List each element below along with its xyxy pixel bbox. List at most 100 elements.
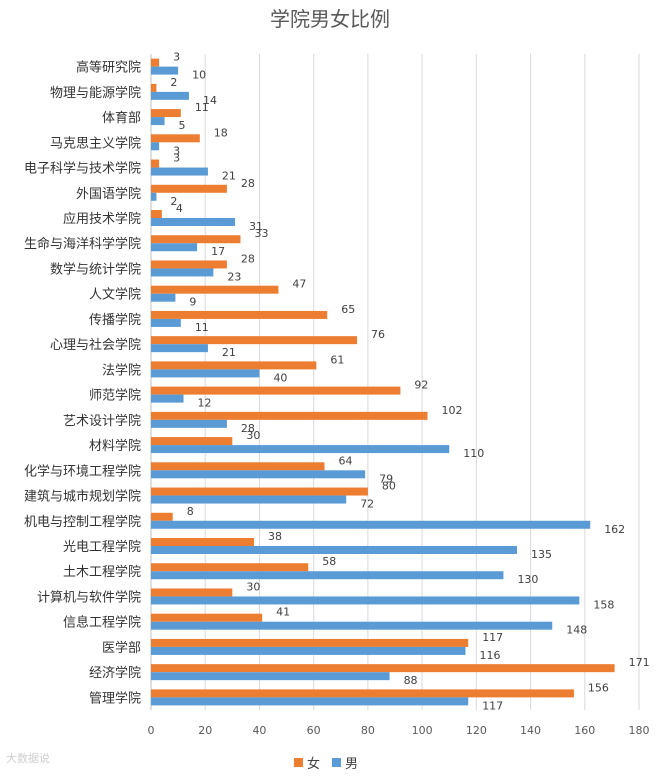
value-label-female: 28	[241, 177, 255, 190]
x-tick-label: 180	[629, 724, 650, 737]
value-label-male: 21	[222, 346, 236, 359]
bar-female	[151, 310, 328, 319]
bar-male	[151, 167, 208, 176]
bar-female	[151, 638, 469, 647]
bar-female	[151, 512, 173, 521]
x-tick-label: 100	[412, 724, 433, 737]
bar-female	[151, 689, 574, 698]
bar-male	[151, 293, 176, 302]
category-label: 心理与社会学院	[50, 337, 141, 353]
legend-label: 男	[345, 757, 358, 772]
legend: 女男	[294, 756, 358, 772]
x-tick-label: 0	[148, 724, 155, 737]
value-label-male: 158	[593, 598, 614, 611]
category-label: 建筑与城市规划学院	[24, 489, 141, 505]
value-label-female: 33	[254, 227, 268, 240]
bar-male	[151, 142, 160, 151]
category-label: 化学与环境工程学院	[24, 463, 141, 479]
bar-female	[151, 159, 160, 168]
bar-female	[151, 336, 358, 345]
value-label-male: 5	[179, 119, 186, 132]
bar-female	[151, 487, 368, 496]
value-label-female: 117	[482, 631, 503, 644]
bar-female	[151, 210, 162, 218]
bar-female	[151, 437, 233, 446]
legend-swatch	[332, 758, 341, 767]
bar-male	[151, 445, 450, 454]
value-label-male: 17	[211, 245, 225, 258]
bar-male	[151, 243, 198, 252]
value-label-male: 23	[227, 270, 241, 283]
bar-female	[151, 664, 615, 673]
value-label-female: 47	[292, 278, 306, 291]
category-label: 生命与海洋科学学院	[24, 236, 141, 252]
category-label: 材料学院	[89, 438, 141, 454]
bar-male	[151, 672, 390, 681]
category-label: 土木工程学院	[63, 564, 141, 580]
category-label: 信息工程学院	[63, 615, 141, 631]
value-label-male: 11	[195, 321, 209, 334]
value-label-female: 3	[173, 152, 180, 165]
category-label: 外国语学院	[76, 186, 141, 202]
bar-male	[151, 268, 214, 277]
bar-male	[151, 571, 504, 580]
category-label: 经济学院	[89, 665, 141, 681]
value-label-female: 64	[339, 454, 353, 467]
category-label: 法学院	[102, 362, 141, 378]
x-tick-label: 140	[520, 724, 541, 737]
value-label-male: 3	[173, 144, 180, 157]
chart-title: 学院男女比例	[270, 7, 390, 31]
x-tick-label: 40	[252, 724, 266, 737]
bar-female	[151, 285, 279, 294]
value-label-female: 58	[322, 555, 336, 568]
bar-male	[151, 91, 189, 100]
value-label-female: 61	[330, 353, 344, 366]
value-label-female: 28	[241, 252, 255, 265]
category-label: 数学与统计学院	[50, 261, 141, 277]
x-tick-label: 80	[361, 724, 375, 737]
bar-female	[151, 538, 255, 546]
bar-male	[151, 218, 236, 226]
value-label-male: 117	[482, 699, 503, 712]
bar-male	[151, 318, 181, 327]
bar-female	[151, 361, 317, 370]
value-label-female: 92	[414, 379, 428, 392]
bar-male	[151, 621, 553, 630]
bar-female	[151, 184, 227, 193]
value-label-male: 148	[566, 624, 587, 637]
x-tick-labels: 0 20 40 60 80 100 120 140 160 180	[148, 724, 650, 737]
value-label-male: 72	[360, 498, 374, 511]
bar-male	[151, 596, 580, 605]
gridlines	[150, 54, 640, 710]
bar-female	[151, 58, 160, 67]
value-label-male: 88	[404, 674, 418, 687]
bar-female	[151, 134, 200, 143]
category-label: 计算机与软件学院	[37, 589, 141, 605]
bar-female	[151, 613, 263, 622]
category-label: 机电与控制工程学院	[24, 514, 141, 530]
bar-male	[151, 697, 469, 706]
value-label-female: 171	[629, 656, 650, 669]
value-label-male: 2	[170, 195, 177, 208]
bar-male	[151, 520, 591, 529]
category-label: 艺术设计学院	[63, 413, 141, 429]
bar-female	[151, 411, 428, 420]
bar-male	[151, 369, 260, 378]
value-label-female: 4	[176, 202, 183, 215]
category-labels: 高等研究院物理与能源学院体育部马克思主义学院电子科学与技术学院外国语学院应用技术…	[24, 60, 141, 707]
value-label-male: 28	[241, 422, 255, 435]
category-label: 传播学院	[89, 312, 141, 328]
watermark: 大数据说	[6, 752, 50, 765]
bar-female	[151, 588, 233, 597]
bar-male	[151, 344, 208, 353]
category-label: 应用技术学院	[63, 211, 141, 227]
value-label-female: 65	[341, 303, 355, 316]
category-label: 电子科学与技术学院	[24, 161, 141, 177]
category-label: 马克思主义学院	[50, 135, 141, 151]
value-labels: 3102141151833212824313317282347965117621…	[170, 51, 649, 713]
x-tick-label: 60	[307, 724, 321, 737]
value-label-female: 38	[268, 530, 282, 543]
value-label-male: 40	[273, 371, 287, 384]
value-label-male: 14	[203, 94, 217, 107]
